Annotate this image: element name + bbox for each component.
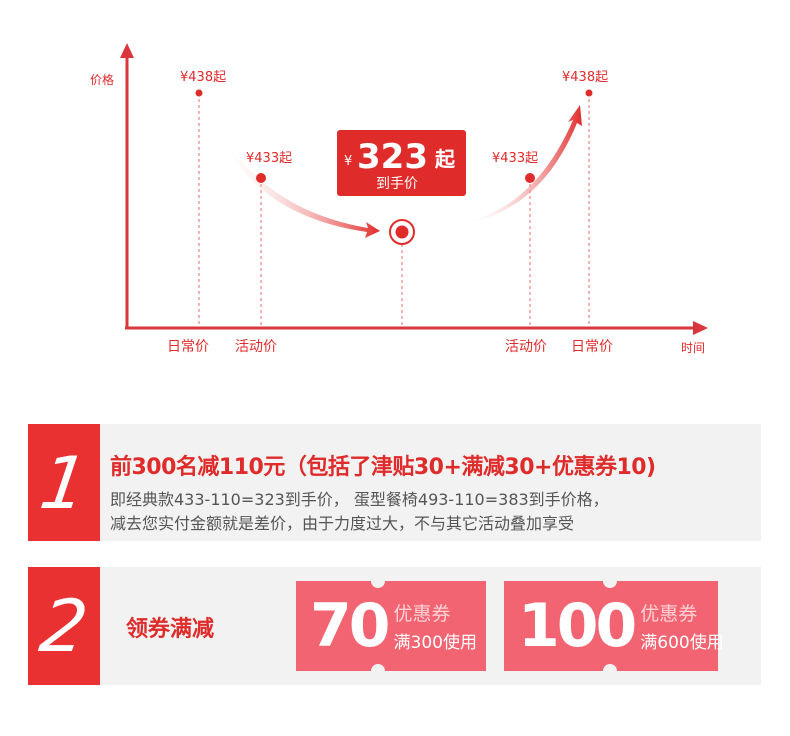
final-price-currency: ¥ [344,154,352,169]
x-label-1: 日常价 [167,339,209,355]
y-axis-label: 价格 [90,72,114,87]
offer-1-line-2: 减去您实付金额就是差价，由于力度过大，不与其它活动叠加享受 [110,514,575,533]
y-axis-arrow [120,43,134,58]
offer-number-2: 2 [35,584,93,668]
coupon-title: 优惠券 [640,603,698,625]
offer-number-1: 1 [35,440,93,525]
offer-section-2: 2 领券满减 70 优惠券 满300使用 100 优惠券 满600使用 [28,567,761,685]
final-price-value: 323 [357,137,428,177]
offer-number-badge-1: 1 [28,424,100,541]
coupon-amount: 100 [518,591,637,661]
price-label-2: ¥433起 [246,151,292,166]
coupon-condition: 满600使用 [640,633,724,653]
offer-2-label: 领券满减 [126,617,215,642]
coupon-title: 优惠券 [393,603,451,625]
coupon-100[interactable]: 100 优惠券 满600使用 [504,574,724,678]
coupon-notch [603,574,617,588]
x-label-4: 日常价 [571,339,613,355]
x-label-2: 活动价 [235,339,277,355]
final-price-suffix: 起 [434,147,456,171]
x-label-3: 活动价 [505,339,547,355]
coupon-notch [603,664,617,678]
coupon-amount: 70 [310,591,390,661]
point-event-price-left [256,173,266,183]
price-label-4: ¥438起 [562,70,608,85]
offer-1-line-1: 即经典款433-110=323到手价， 蛋型餐椅493-110=383到手价格， [110,490,609,509]
price-trend-chart: 价格 时间 ¥438起 ¥433起 ¥433起 ¥438起 日常价 活动价 活动… [90,43,708,355]
point-final-price [395,225,409,239]
coupon-condition: 满300使用 [393,633,477,653]
final-price-subtitle: 到手价 [376,176,418,192]
x-axis-arrow [693,321,708,335]
point-daily-price-right [585,89,593,97]
coupon-notch [371,574,385,588]
price-label-1: ¥438起 [180,70,226,85]
final-price-box [337,130,466,196]
offer-section-1: 1 前300名减110元（包括了津贴30+满减30+优惠券10) 即经典款433… [28,424,761,541]
point-event-price-right [525,173,535,183]
coupon-70[interactable]: 70 优惠券 满300使用 [296,574,486,678]
x-axis-label: 时间 [681,341,705,355]
point-daily-price-left [195,89,203,97]
coupon-notch [371,664,385,678]
offer-1-title: 前300名减110元（包括了津贴30+满减30+优惠券10) [110,455,656,480]
offer-number-badge-2: 2 [28,567,100,685]
price-label-3: ¥433起 [492,151,538,166]
